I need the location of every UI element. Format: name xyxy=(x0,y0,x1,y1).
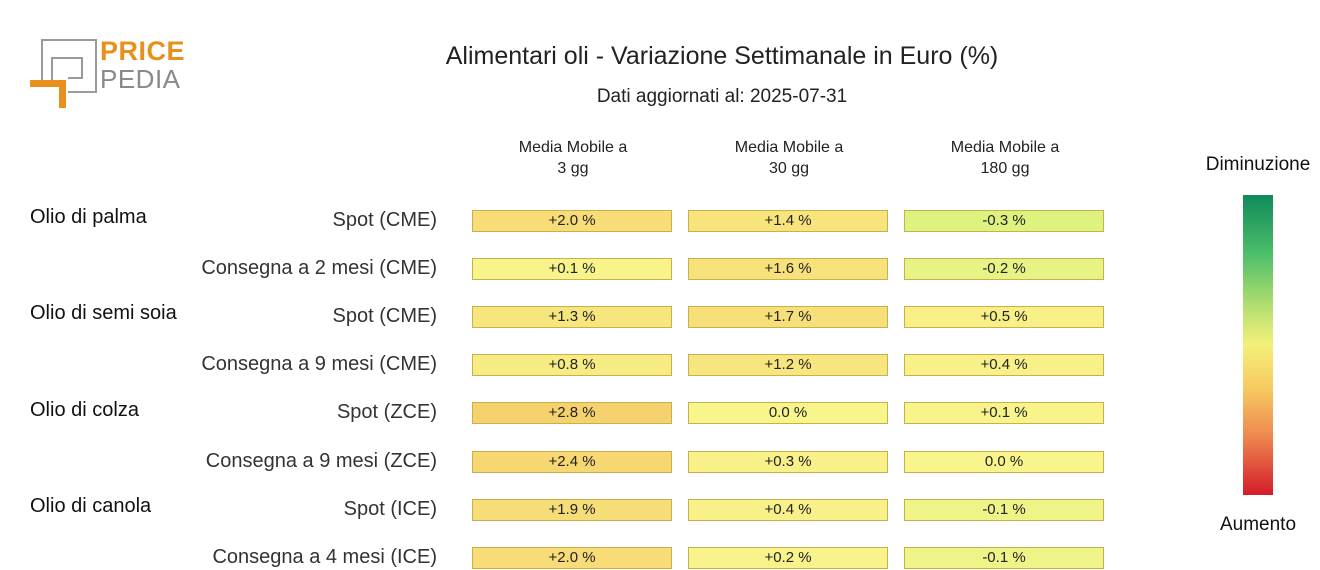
heatmap-cell: +2.0 % xyxy=(472,547,672,569)
group-label-canola: Olio di canola xyxy=(30,495,152,517)
logo-text-pedia: PEDIA xyxy=(100,64,181,94)
row-label: Spot (ZCE) xyxy=(336,401,437,423)
heatmap-cell: +2.4 % xyxy=(472,451,672,473)
logo-mark-icon xyxy=(30,39,97,108)
row-label: Spot (CME) xyxy=(332,209,437,231)
heatmap-cell: +1.3 % xyxy=(472,306,672,328)
heatmap-cell: -0.3 % xyxy=(904,210,1104,232)
row-label: Spot (CME) xyxy=(332,305,437,327)
heatmap-cell: +0.5 % xyxy=(904,306,1104,328)
column-header-3gg: Media Mobile a 3 gg xyxy=(518,139,628,177)
column-header-30gg: Media Mobile a 30 gg xyxy=(734,139,844,177)
heatmap-cell: +2.8 % xyxy=(472,402,672,424)
group-label-colza: Olio di colza xyxy=(30,399,139,421)
pricepedia-logo: PRICE PEDIA xyxy=(30,38,190,110)
row-label: Consegna a 9 mesi (CME) xyxy=(201,353,437,375)
heatmap-cell: +0.8 % xyxy=(472,354,672,376)
row-label: Consegna a 9 mesi (ZCE) xyxy=(205,450,437,472)
legend-top-label: Diminuzione xyxy=(1205,154,1311,175)
heatmap-cell: +1.2 % xyxy=(688,354,888,376)
heatmap-cell: +0.1 % xyxy=(904,402,1104,424)
heatmap-cell: -0.2 % xyxy=(904,258,1104,280)
heatmap-cell: 0.0 % xyxy=(904,451,1104,473)
logo-text-price: PRICE xyxy=(100,36,186,66)
legend-bottom-label: Aumento xyxy=(1219,514,1297,535)
chart-subtitle: Dati aggiornati al: 2025-07-31 xyxy=(596,86,848,107)
heatmap-cell: +2.0 % xyxy=(472,210,672,232)
chart-title: Alimentari oli - Variazione Settimanale … xyxy=(445,42,999,70)
group-label-semi-soia: Olio di semi soia xyxy=(30,302,177,324)
row-label: Consegna a 4 mesi (ICE) xyxy=(212,546,437,568)
column-header-180gg: Media Mobile a 180 gg xyxy=(950,139,1060,177)
heatmap-cell: +0.1 % xyxy=(472,258,672,280)
heatmap-cell: -0.1 % xyxy=(904,547,1104,569)
heatmap-cell: 0.0 % xyxy=(688,402,888,424)
heatmap-cell: -0.1 % xyxy=(904,499,1104,521)
heatmap-cell: +1.4 % xyxy=(688,210,888,232)
heatmap-cell: +0.4 % xyxy=(904,354,1104,376)
heatmap-cell: +0.3 % xyxy=(688,451,888,473)
heatmap-cell: +1.9 % xyxy=(472,499,672,521)
heatmap-cell: +0.4 % xyxy=(688,499,888,521)
color-scale-bar xyxy=(1243,195,1273,495)
row-label: Spot (ICE) xyxy=(343,498,437,520)
group-label-palma: Olio di palma xyxy=(30,206,147,228)
heatmap-cell: +0.2 % xyxy=(688,547,888,569)
heatmap-cell: +1.7 % xyxy=(688,306,888,328)
row-label: Consegna a 2 mesi (CME) xyxy=(201,257,437,279)
heatmap-cell: +1.6 % xyxy=(688,258,888,280)
